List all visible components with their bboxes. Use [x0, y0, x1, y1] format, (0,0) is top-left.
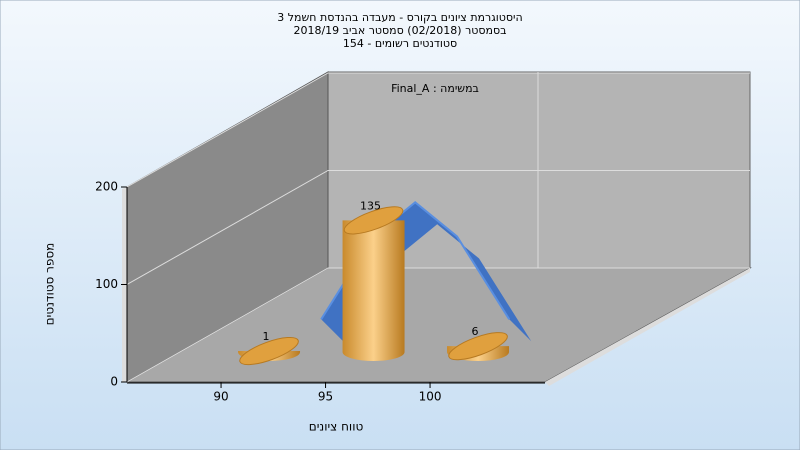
value-label: 6	[472, 325, 479, 338]
plot: 0 100 200 90 1 95 135 100 6	[95, 72, 750, 404]
bar	[342, 206, 405, 361]
grid-line	[126, 267, 750, 383]
bar-body	[342, 220, 405, 361]
grid-line	[126, 72, 750, 188]
annotation: במשימה : Final_A	[391, 82, 479, 95]
x-tick-label: 95	[318, 390, 333, 404]
bar-top	[239, 336, 299, 366]
y-tick-label: 200	[95, 180, 118, 194]
bar-top	[448, 332, 508, 361]
y-tick-label: 100	[95, 277, 118, 291]
x-axis-label: טווח ציונים	[309, 420, 364, 434]
x-tick-label: 90	[213, 390, 228, 404]
x-tick-label: 100	[419, 390, 442, 404]
value-label: 135	[360, 199, 381, 212]
chart-title: היסטוגרמת ציונים בקורס - מעבדה בהנדסת חש…	[277, 11, 522, 24]
value-label: 1	[263, 330, 270, 343]
bar-top	[343, 206, 404, 235]
chart-title: בסמסטר (02/2018) סמסטר אביב 2018/19	[293, 24, 506, 37]
titles: היסטוגרמת ציונים בקורס - מעבדה בהנדסת חש…	[277, 11, 522, 50]
bar	[238, 336, 301, 366]
bar	[447, 332, 510, 361]
y-tick-label: 0	[110, 375, 118, 389]
y-axis-label: מספר סטודנטים	[43, 243, 57, 326]
floor-edge	[545, 268, 750, 386]
grid-line	[126, 170, 750, 285]
chart-title: סטודנטים רשומים - 154	[343, 37, 457, 50]
